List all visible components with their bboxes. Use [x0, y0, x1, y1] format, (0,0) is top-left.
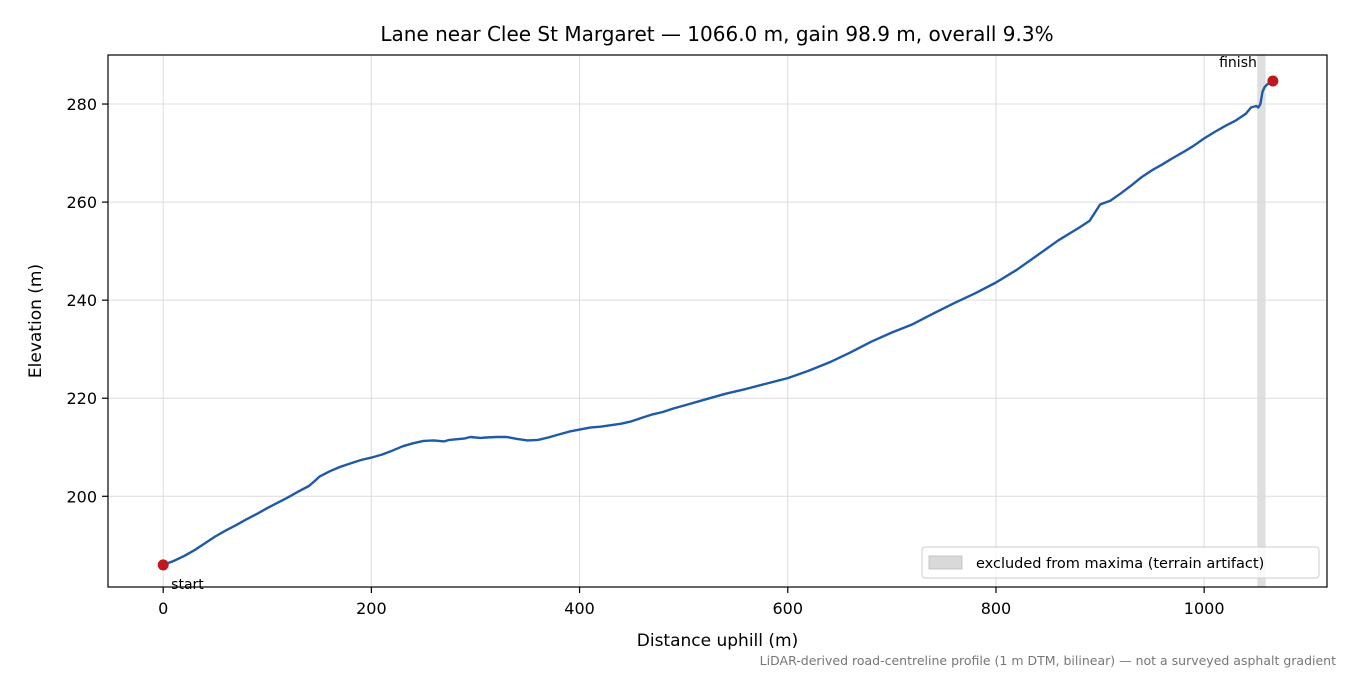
excluded-band — [1257, 55, 1266, 587]
y-tick-label: 260 — [66, 193, 97, 212]
series-layer — [162, 79, 1274, 567]
grid — [108, 55, 1327, 587]
start-label: start — [171, 577, 204, 593]
marker-layer: start finish — [157, 55, 1279, 593]
x-axis-label: Distance uphill (m) — [637, 631, 798, 651]
start-marker — [157, 559, 169, 571]
x-tick-label: 800 — [981, 599, 1012, 618]
legend-box — [921, 546, 1320, 579]
x-tick-label: 600 — [772, 599, 803, 618]
footnote: LiDAR-derived road-centreline profile (1… — [760, 653, 1336, 668]
elevation-line — [162, 79, 1274, 567]
chart-title: Lane near Clee St Margaret — 1066.0 m, g… — [380, 22, 1053, 46]
finish-marker — [1267, 75, 1279, 87]
y-tick-label: 280 — [66, 95, 97, 114]
x-tick-label: 200 — [356, 599, 387, 618]
finish-label: finish — [1219, 55, 1257, 71]
y-tick-label: 220 — [66, 389, 97, 408]
x-tick-label: 400 — [564, 599, 595, 618]
plot-frame — [107, 54, 1328, 588]
y-tick-label: 200 — [66, 487, 97, 506]
x-tick-label: 0 — [158, 599, 168, 618]
legend-swatch-excluded — [928, 555, 963, 570]
x-tick-label: 1000 — [1184, 599, 1225, 618]
legend: excluded from maxima (terrain artifact) — [921, 546, 1320, 579]
tick-layer: 0 200 400 600 800 1000 200 220 240 260 280 — [66, 95, 1224, 618]
y-tick-label: 240 — [66, 291, 97, 310]
y-axis-label: Elevation (m) — [26, 264, 46, 378]
excluded-band-layer — [1257, 55, 1266, 587]
legend-label-excluded: excluded from maxima (terrain artifact) — [976, 556, 1264, 572]
